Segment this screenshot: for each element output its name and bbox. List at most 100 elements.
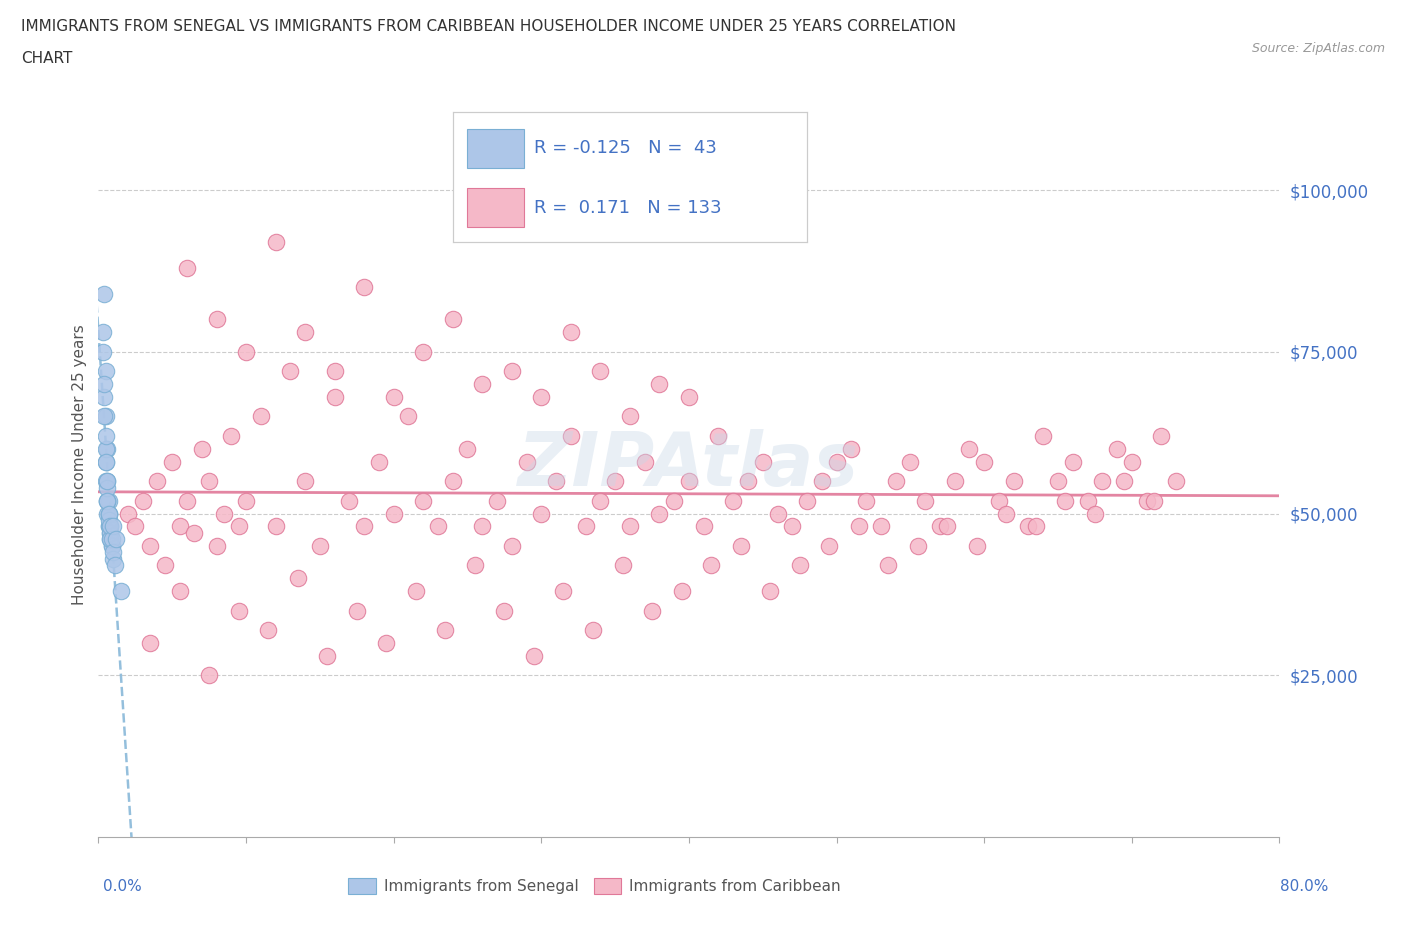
Point — [94, 364, 117, 379]
Point — [98, 519, 121, 534]
Point — [198, 668, 221, 683]
Point — [634, 455, 657, 470]
Point — [323, 364, 346, 379]
Point — [589, 364, 612, 379]
Point — [678, 473, 700, 488]
Point — [96, 480, 118, 495]
Point — [575, 519, 598, 534]
Point — [1121, 455, 1143, 470]
Point — [612, 558, 634, 573]
Point — [96, 493, 118, 508]
Point — [1046, 473, 1070, 488]
Point — [375, 635, 398, 650]
Text: 0.0%: 0.0% — [103, 879, 142, 894]
Point — [287, 571, 309, 586]
Point — [412, 493, 434, 508]
Text: 80.0%: 80.0% — [1281, 879, 1329, 894]
Point — [294, 325, 316, 339]
Point — [818, 538, 841, 553]
Point — [1018, 519, 1040, 534]
Point — [693, 519, 716, 534]
Point — [316, 648, 339, 663]
Point — [235, 493, 257, 508]
Point — [93, 409, 115, 424]
Point — [94, 409, 117, 424]
Point — [966, 538, 988, 553]
Point — [169, 584, 191, 599]
Point — [782, 519, 804, 534]
Point — [93, 390, 115, 405]
Point — [100, 538, 122, 553]
Point — [103, 545, 125, 560]
Point — [339, 493, 361, 508]
Point — [737, 473, 759, 488]
Point — [700, 558, 723, 573]
Point — [93, 286, 115, 301]
Point — [382, 506, 405, 521]
Point — [841, 442, 863, 457]
Point — [110, 584, 132, 599]
Point — [516, 455, 538, 470]
Point — [1143, 493, 1166, 508]
Point — [103, 519, 125, 534]
Point — [309, 538, 332, 553]
Point — [212, 506, 235, 521]
Point — [104, 558, 127, 573]
Point — [959, 442, 981, 457]
Point — [1114, 473, 1136, 488]
Point — [943, 473, 966, 488]
Point — [582, 622, 605, 637]
Point — [589, 493, 612, 508]
Point — [1107, 442, 1129, 457]
Point — [723, 493, 745, 508]
Point — [169, 519, 191, 534]
Point — [523, 648, 546, 663]
Point — [810, 473, 832, 488]
Point — [97, 506, 120, 521]
Point — [412, 344, 434, 359]
Point — [91, 344, 114, 359]
Text: CHART: CHART — [21, 51, 73, 66]
Point — [464, 558, 486, 573]
Point — [91, 325, 114, 339]
Point — [973, 455, 995, 470]
Point — [553, 584, 575, 599]
Legend: Immigrants from Senegal, Immigrants from Caribbean: Immigrants from Senegal, Immigrants from… — [343, 871, 846, 900]
Point — [641, 604, 664, 618]
Point — [664, 493, 686, 508]
Point — [471, 377, 494, 392]
Point — [789, 558, 811, 573]
Point — [530, 506, 553, 521]
Point — [1166, 473, 1188, 488]
Point — [250, 409, 273, 424]
Point — [117, 506, 139, 521]
Point — [94, 442, 117, 457]
Point — [96, 473, 118, 488]
Point — [1150, 429, 1173, 444]
Point — [98, 532, 121, 547]
Point — [100, 532, 122, 547]
Point — [441, 312, 464, 326]
Point — [1054, 493, 1077, 508]
Point — [398, 409, 420, 424]
Point — [97, 519, 120, 534]
Point — [105, 532, 128, 547]
Point — [441, 473, 464, 488]
Point — [183, 525, 205, 540]
Point — [796, 493, 818, 508]
Point — [530, 390, 553, 405]
Point — [146, 473, 169, 488]
Point — [471, 519, 494, 534]
Point — [494, 604, 516, 618]
Point — [382, 390, 405, 405]
Point — [153, 558, 176, 573]
Point — [205, 312, 228, 326]
Point — [1091, 473, 1114, 488]
Point — [353, 280, 375, 295]
Point — [96, 473, 118, 488]
Point — [294, 473, 316, 488]
Point — [353, 519, 375, 534]
Point — [457, 442, 479, 457]
Point — [752, 455, 775, 470]
Point — [1077, 493, 1099, 508]
